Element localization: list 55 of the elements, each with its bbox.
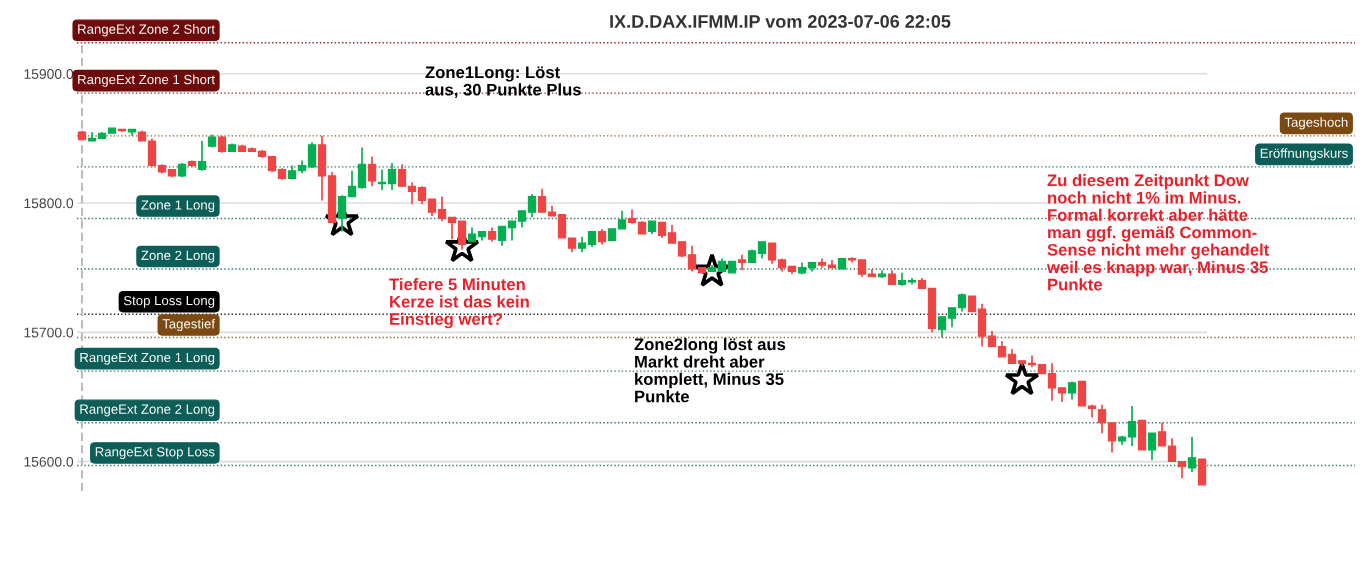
- ref-line-label: RangeExt Zone 1 Long: [80, 352, 215, 365]
- y-tick-label: 15600.0: [24, 456, 74, 467]
- candlestick: [1187, 436, 1197, 473]
- candlestick: [357, 146, 367, 190]
- candlestick: [537, 187, 547, 213]
- candlestick: [937, 315, 947, 339]
- candlestick: [617, 209, 627, 230]
- candlestick: [1147, 432, 1157, 462]
- candlestick: [497, 225, 507, 247]
- candlestick: [407, 181, 417, 206]
- candlestick: [557, 214, 567, 239]
- candlestick: [767, 242, 777, 265]
- candlestick: [1127, 405, 1137, 447]
- candlestick: [527, 193, 537, 219]
- candlestick: [667, 224, 677, 244]
- y-tick-label: 15900.0: [24, 69, 74, 79]
- candlestick: [1157, 421, 1167, 447]
- candlestick: [397, 163, 407, 188]
- ref-line-label: RangeExt Zone 1 Short: [78, 74, 215, 87]
- ref-line-label: Stop Loss Long: [123, 295, 215, 308]
- candlestick: [417, 185, 427, 206]
- candlestick: [1097, 403, 1107, 434]
- candlestick: [1107, 421, 1117, 454]
- candlestick: [367, 155, 377, 188]
- candlestick: [347, 169, 357, 198]
- ref-line-label: RangeExt Zone 2 Long: [80, 404, 215, 417]
- candlestick: [947, 306, 957, 328]
- point: [694, 253, 730, 287]
- ref-line-label: Zone 2 Long: [141, 250, 215, 263]
- annotation: Zu diesem Zeitpunkt Dow noch nicht 1% im Minus. Formal korrekt aber hätte man ggf. gemäß Common- Sense nicht mehr gehandelt weil es knapp war, Minus 35 Punkte: [1046, 174, 1270, 291]
- annotation: Zone2long löst aus Markt dreht aber komplett, Minus 35 Punkte: [634, 338, 786, 403]
- ref-line-label: Tageshoch: [1284, 117, 1348, 130]
- candlestick: [1167, 437, 1177, 463]
- annotation: Tiefere 5 Minuten Kerze ist das kein Einstieg wert?: [389, 278, 529, 329]
- ref-line-label: RangeExt Stop Loss: [95, 447, 215, 460]
- candlestick: [337, 194, 347, 233]
- candlestick: [387, 162, 397, 191]
- candlestick: [447, 216, 457, 241]
- candlestick: [197, 140, 207, 172]
- candlestick: [687, 244, 697, 273]
- point: [1004, 361, 1040, 396]
- ref-line-label: Zone 1 Long: [141, 200, 215, 213]
- y-tick-label: 15800.0: [24, 198, 74, 209]
- chart-title: IX.D.DAX.IFMM.IP vom 2023-07-06 22:05: [610, 15, 951, 28]
- candlestick: [437, 195, 447, 222]
- ref-line-label: Tagestief: [162, 318, 216, 332]
- candlestick: [507, 220, 517, 242]
- ref-line-label: Eröffnungskurs: [1260, 148, 1348, 161]
- candlestick: [1067, 380, 1077, 401]
- y-tick-label: 15700.0: [24, 327, 74, 338]
- candlestick: [1047, 362, 1057, 402]
- annotation: Zone1Long: Löst aus, 30 Punkte Plus: [425, 66, 581, 99]
- candlestick: [307, 141, 317, 169]
- candlestick: [457, 220, 467, 251]
- ref-line-label: RangeExt Zone 2 Short: [78, 24, 215, 37]
